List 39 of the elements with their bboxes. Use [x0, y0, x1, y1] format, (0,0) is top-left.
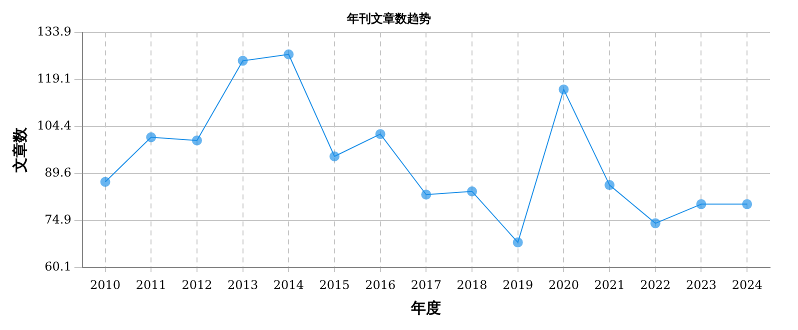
x-tick-label: 2021: [594, 278, 625, 292]
chart-title: 年刊文章数趋势: [346, 11, 431, 26]
x-tick-label: 2020: [548, 278, 579, 292]
x-tick-label: 2022: [640, 278, 671, 292]
x-tick-label: 2017: [410, 278, 442, 292]
point: [421, 190, 432, 200]
point: [375, 129, 386, 140]
point: [558, 84, 569, 94]
point: [146, 132, 156, 142]
x-tick-label: 2019: [502, 278, 534, 292]
x-tick-label: 2015: [319, 278, 350, 292]
y-tick-label: 119.1: [36, 72, 72, 86]
x-tick-label: 2016: [365, 278, 396, 292]
x-tick-label: 2023: [686, 278, 717, 292]
point: [238, 56, 248, 66]
x-tick-label: 2014: [273, 278, 304, 292]
point: [604, 180, 615, 190]
x-tick-label: 2013: [228, 278, 258, 292]
x-tick-label: 2018: [456, 278, 488, 292]
y-tick-label: 60.1: [44, 260, 72, 274]
x-axis-title: 年度: [410, 298, 442, 317]
point: [696, 199, 706, 210]
y-tick-label: 89.6: [44, 166, 72, 180]
x-tick-label: 2010: [90, 278, 121, 292]
point: [192, 135, 202, 146]
point: [742, 199, 752, 210]
point: [329, 151, 340, 162]
x-tick-label: 2024: [732, 278, 763, 292]
point: [467, 186, 478, 196]
point: [512, 237, 523, 248]
x-tick-label: 2011: [136, 278, 166, 292]
point: [650, 218, 660, 228]
point: [100, 176, 110, 187]
point: [284, 49, 294, 60]
x-tick-label: 2012: [182, 278, 212, 292]
y-tick-label: 104.4: [36, 118, 72, 133]
y-axis-title: 文章数: [10, 126, 29, 174]
y-tick-label: 74.9: [44, 212, 72, 227]
y-tick-label: 133.9: [36, 24, 72, 39]
